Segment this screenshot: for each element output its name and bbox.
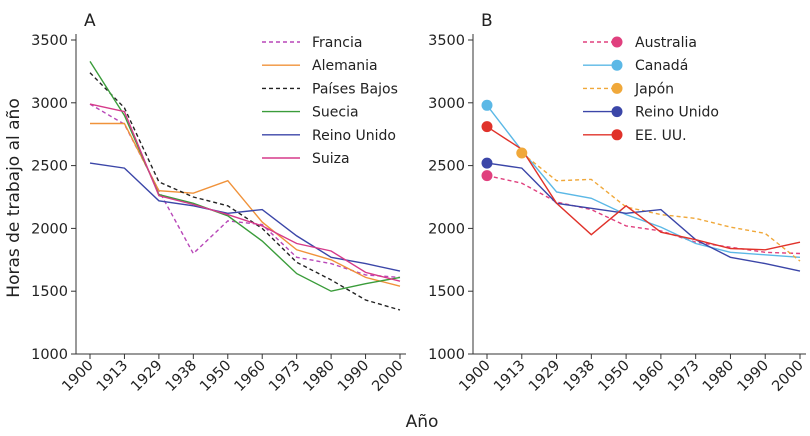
y-tick-label: 2500 xyxy=(31,159,68,175)
y-tick-label: 2000 xyxy=(31,221,68,237)
y-tick-label: 1000 xyxy=(428,347,465,363)
x-tick-label: 1913 xyxy=(491,358,528,395)
x-tick-label: 2000 xyxy=(369,358,406,395)
x-tick-label: 1960 xyxy=(232,358,269,395)
x-tick-label: 1938 xyxy=(561,358,598,395)
x-tick-label: 1929 xyxy=(128,358,165,395)
legend-label: Reino Unido xyxy=(635,105,719,121)
legend-label: Japón xyxy=(634,81,674,97)
y-tick-label: 2500 xyxy=(428,159,465,175)
legend-marker xyxy=(611,36,623,48)
x-tick-label: 1929 xyxy=(526,358,563,395)
y-tick-label: 1000 xyxy=(31,347,68,363)
start-marker-canad- xyxy=(481,99,493,111)
panel-b: B 1000 1500 2000 2500 3000 3500 190019131929193… xyxy=(428,11,807,395)
series-line-suiza xyxy=(89,103,401,282)
x-tick-label: 1990 xyxy=(735,358,772,395)
panel-title: B xyxy=(481,11,493,31)
x-axis-label: Año xyxy=(406,412,439,432)
legend-marker xyxy=(611,129,623,141)
y-tick-label: 2000 xyxy=(428,221,465,237)
legend-label: Canadá xyxy=(635,58,688,74)
legend-label: Francia xyxy=(312,35,362,51)
x-tick-label: 1950 xyxy=(596,358,633,395)
start-marker-jap-n xyxy=(516,147,528,159)
x-tick-label: 1913 xyxy=(94,358,131,395)
x-tick-label: 1960 xyxy=(630,358,667,395)
series-line-canad- xyxy=(486,104,801,258)
start-marker-ee-uu- xyxy=(481,121,493,133)
y-axis-label: Horas de trabajo al año xyxy=(4,98,24,297)
x-tick-label: 2000 xyxy=(769,358,806,395)
legend-label: Suiza xyxy=(312,151,350,167)
start-marker-reino-unido xyxy=(481,157,493,169)
y-tick-label: 3000 xyxy=(428,96,465,112)
x-tick-label: 1980 xyxy=(301,358,338,395)
legend-label: Alemania xyxy=(312,58,378,74)
legend-marker xyxy=(611,82,623,94)
series-line-reino-unido xyxy=(486,162,801,272)
x-tick-label: 1900 xyxy=(59,358,96,395)
legend-label: Países Bajos xyxy=(312,81,398,97)
legend-marker xyxy=(611,59,623,71)
x-tick-label: 1973 xyxy=(665,358,702,395)
legend-label: Suecia xyxy=(312,105,359,121)
x-tick-label: 1900 xyxy=(456,358,493,395)
series-line-pa-ses-bajos xyxy=(89,72,401,311)
series-line-reino-unido xyxy=(89,162,401,272)
x-tick-label: 1990 xyxy=(335,358,372,395)
panel-title: A xyxy=(84,11,96,31)
series-line-australia xyxy=(486,174,801,255)
legend-label: Reino Unido xyxy=(312,128,396,144)
x-tick-label: 1980 xyxy=(700,358,737,395)
legend-marker xyxy=(611,106,623,118)
series-line-jap-n xyxy=(521,152,801,262)
y-tick-label: 1500 xyxy=(31,284,68,300)
start-marker-australia xyxy=(481,170,493,182)
y-tick-label: 3000 xyxy=(31,96,68,112)
y-tick-label: 3500 xyxy=(428,33,465,49)
x-tick-label: 1938 xyxy=(163,358,200,395)
series-line-ee-uu- xyxy=(486,126,801,251)
series-line-alemania xyxy=(90,122,401,287)
legend-label: EE. UU. xyxy=(635,128,687,144)
y-tick-label: 3500 xyxy=(31,33,68,49)
y-tick-label: 1500 xyxy=(428,284,465,300)
x-tick-label: 1950 xyxy=(197,358,234,395)
x-tick-label: 1973 xyxy=(266,358,303,395)
panel-a: A 1000 1500 2000 2500 3000 3500 190019131929193… xyxy=(31,11,407,395)
legend-label: Australia xyxy=(635,35,697,51)
